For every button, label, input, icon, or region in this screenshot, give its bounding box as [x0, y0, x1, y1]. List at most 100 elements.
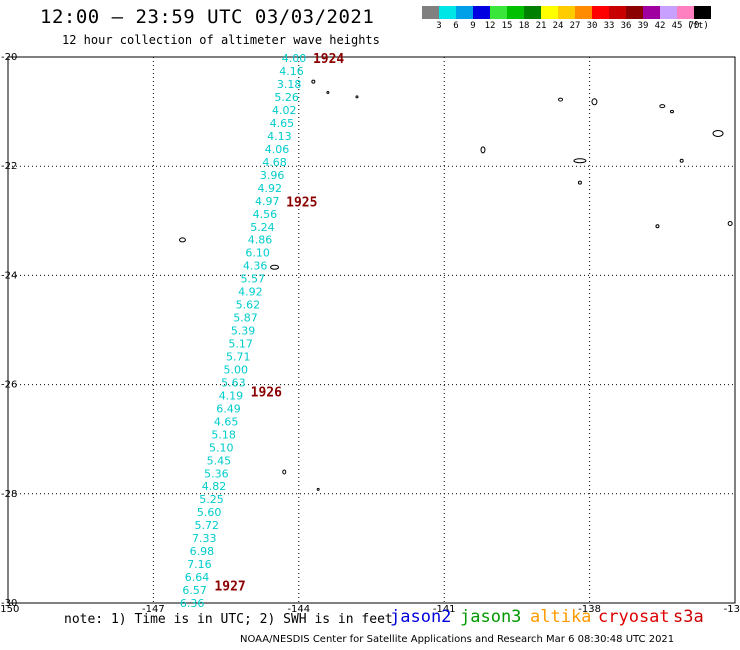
island-outline	[591, 98, 598, 106]
swh-value-label: 5.26	[274, 91, 299, 104]
swh-value-label: 3.96	[260, 169, 285, 182]
legend-label: 27	[569, 21, 581, 31]
swh-value-label: 5.17	[228, 338, 253, 351]
island-outline	[679, 158, 684, 163]
swh-value-label: 4.92	[257, 182, 282, 195]
swh-value-label: 6.64	[185, 571, 210, 584]
legend-label: 24	[552, 21, 564, 31]
lat-tick-label: -28	[1, 489, 17, 500]
legend-label: 45	[671, 21, 683, 31]
swh-value-label: 7.33	[192, 532, 217, 545]
legend-label: 3	[436, 21, 442, 31]
lon-tick-label: -138	[578, 604, 601, 615]
swh-value-label: 4.97	[255, 195, 280, 208]
legend-label: 70	[688, 21, 700, 31]
legend-swatch	[660, 6, 677, 19]
swh-value-label: 4.65	[270, 117, 295, 130]
map-frame	[7, 56, 736, 604]
color-legend	[422, 6, 711, 19]
legend-swatch	[473, 6, 490, 19]
swh-value-label: 4.02	[272, 104, 297, 117]
swh-value-label: 5.25	[199, 493, 224, 506]
island-outline	[669, 109, 674, 114]
swh-value-label: 4.82	[202, 480, 227, 493]
island-outline	[577, 180, 582, 185]
island-outline	[270, 264, 280, 270]
swh-value-label: 5.72	[194, 519, 219, 532]
footer-credit: NOAA/NESDIS Center for Satellite Applica…	[240, 634, 675, 645]
swh-value-label: 4.68	[262, 156, 287, 169]
island-outline	[480, 146, 486, 154]
lat-tick-label: -26	[1, 380, 17, 391]
swh-value-label: 6.57	[182, 584, 207, 597]
legend-label: 33	[603, 21, 615, 31]
legend-swatch	[626, 6, 643, 19]
swh-value-label: 5.87	[233, 312, 258, 325]
swh-value-label: 5.36	[204, 467, 229, 480]
page-subtitle: 12 hour collection of altimeter wave hei…	[62, 33, 380, 47]
legend-label: 12	[484, 21, 496, 31]
island-outline	[727, 221, 733, 227]
swh-value-label: 4.92	[238, 286, 263, 299]
satellite-name-jason3: jason3	[460, 607, 522, 627]
legend-swatch	[541, 6, 558, 19]
legend-label: 15	[501, 21, 513, 31]
swh-value-label: 5.63	[221, 376, 246, 389]
swh-value-label: 4.19	[219, 389, 244, 402]
time-label: 1924	[313, 52, 344, 67]
swh-value-label: 5.60	[197, 506, 222, 519]
swh-value-label: 6.49	[216, 402, 241, 415]
island-outline	[178, 237, 186, 243]
legend-swatch	[507, 6, 524, 19]
satellite-name-altika: altika	[530, 607, 592, 627]
island-outline	[655, 224, 660, 229]
legend-swatch	[592, 6, 609, 19]
swh-value-label: 4.56	[253, 208, 278, 221]
swh-value-label: 5.57	[241, 273, 266, 286]
time-label: 1925	[286, 196, 317, 211]
swh-value-label: 5.24	[250, 221, 275, 234]
lon-tick-label: -144	[287, 604, 310, 615]
altimeter-track: 4.004.163.185.264.024.654.134.064.683.96…	[180, 52, 345, 610]
island-outline	[311, 79, 316, 84]
legend-swatch	[524, 6, 541, 19]
swh-value-label: 4.36	[243, 260, 268, 273]
island-outline	[355, 95, 359, 99]
lon-tick-label: -147	[142, 604, 165, 615]
color-legend-labels: 3 6 9 12 15 18 21 24 27 30 33 36 39 42 45 70 (ft)	[422, 21, 740, 35]
satellite-name-cryosat: cryosat	[598, 607, 670, 627]
legend-swatch	[422, 6, 439, 19]
island-outline	[712, 129, 724, 137]
legend-label: 6	[453, 21, 459, 31]
swh-value-label: 5.18	[211, 428, 236, 441]
lon-tick-label: -135	[724, 604, 740, 615]
legend-label: 39	[637, 21, 649, 31]
legend-swatch	[456, 6, 473, 19]
island-outline	[558, 97, 564, 102]
swh-value-label: 6.36	[180, 597, 205, 610]
island-outlines	[178, 79, 733, 491]
map-tick-labels: -150 -147 -144 -141 -138 -135 -20 -22 -24 -26 -28 -…	[0, 52, 740, 615]
satellite-name-s3a: s3a	[673, 607, 704, 627]
swh-value-label: 4.06	[265, 143, 290, 156]
swh-value-label: 4.13	[267, 130, 292, 143]
footer-note: note: 1) Time is in UTC; 2) SWH is in fe…	[64, 612, 393, 627]
swh-value-label: 5.62	[236, 299, 261, 312]
lon-tick-label: -141	[433, 604, 456, 615]
lat-tick-label: -30	[1, 598, 17, 609]
swh-value-label: 3.18	[277, 78, 302, 91]
legend-swatch	[643, 6, 660, 19]
swh-value-label: 4.86	[248, 234, 273, 247]
time-label: 1927	[214, 580, 245, 595]
swh-value-label: 4.16	[279, 65, 304, 78]
swh-value-label: 5.39	[231, 325, 256, 338]
swh-value-label: 5.10	[209, 441, 234, 454]
legend-label: 18	[518, 21, 530, 31]
legend-swatch	[575, 6, 592, 19]
swh-value-label: 6.10	[245, 247, 270, 260]
satellite-name-jason2: jason2	[390, 607, 452, 627]
swh-value-label: 6.98	[190, 545, 215, 558]
legend-swatch	[490, 6, 507, 19]
legend-swatch	[694, 6, 711, 19]
island-outline	[316, 487, 320, 491]
